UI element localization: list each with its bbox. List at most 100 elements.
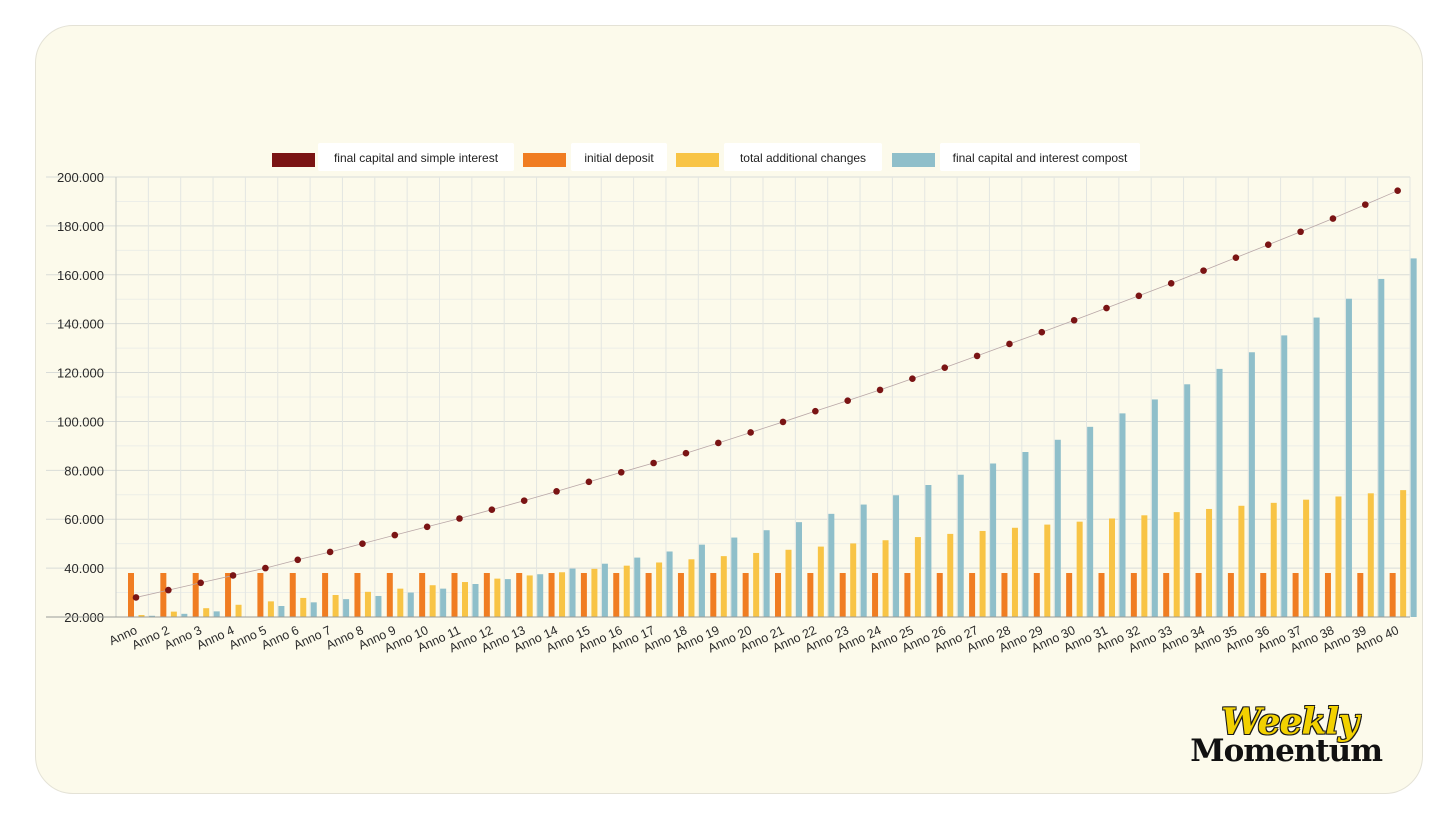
deposit-bar: [1163, 573, 1170, 617]
compound-bar: [763, 530, 770, 617]
compound-bar: [828, 513, 835, 617]
compound-bar: [537, 574, 544, 617]
gridlines: [46, 176, 1411, 618]
y-tick-label: 200.000: [57, 170, 104, 185]
y-tick-label: 40.000: [64, 561, 104, 576]
legend-label-box: [940, 143, 1140, 171]
simple-interest-point: [844, 397, 851, 404]
additional-bar: [462, 582, 468, 617]
brand-logo-line1: Weekly: [1221, 701, 1359, 743]
y-tick-label: 100.000: [57, 414, 104, 429]
additional-bar: [267, 601, 274, 617]
additional-bar: [1206, 508, 1213, 617]
additional-bar: [979, 530, 986, 617]
legend-label: final capital and simple interest: [334, 151, 499, 165]
deposit-bar: [775, 573, 781, 617]
additional-bar: [300, 597, 307, 617]
simple-interest-point: [812, 407, 819, 415]
additional-bar: [1109, 518, 1115, 617]
additional-bar: [947, 533, 954, 617]
simple-interest-trend: [132, 187, 1401, 601]
deposit-bar: [192, 573, 199, 617]
deposit-bar: [289, 573, 296, 617]
additional-bar: [1173, 512, 1180, 617]
deposit-bar: [128, 573, 134, 617]
compound-bar: [1184, 384, 1191, 617]
additional-bar: [623, 565, 630, 617]
deposit-bar: [386, 573, 393, 617]
compound-bar: [1054, 439, 1061, 617]
deposit-bar: [1130, 573, 1137, 617]
legend-swatch: [676, 153, 719, 167]
compound-bar: [1313, 317, 1320, 617]
additional-bar: [203, 608, 210, 617]
deposit-bar: [354, 573, 361, 617]
compound-bar: [796, 522, 802, 617]
compound-bar: [1022, 452, 1029, 617]
additional-bar: [526, 575, 533, 617]
simple-interest-point: [1103, 304, 1110, 312]
simple-interest-point: [909, 375, 916, 382]
compound-bar: [1119, 413, 1126, 617]
additional-bar: [1238, 505, 1245, 617]
compound-bar: [472, 584, 479, 617]
simple-interest-point: [747, 429, 754, 436]
legend-swatch: [523, 153, 566, 167]
deposit-bar: [710, 573, 717, 617]
simple-interest-point: [262, 564, 269, 572]
deposit-bar: [225, 573, 232, 617]
additional-bar: [1011, 527, 1018, 617]
simple-interest-point: [520, 497, 528, 504]
deposit-bar: [839, 573, 846, 617]
simple-interest-point: [132, 594, 140, 601]
compound-bar: [407, 592, 414, 617]
simple-interest-point: [359, 540, 366, 547]
additional-bar: [494, 578, 501, 617]
deposit-bar: [1033, 573, 1040, 617]
legend: final capital and simple interest initial…: [272, 143, 1140, 171]
additional-bar: [1400, 490, 1407, 617]
additional-bar: [364, 591, 371, 617]
compound-bar: [1248, 352, 1255, 617]
simple-interest-point: [197, 579, 204, 587]
compound-bar: [181, 613, 188, 617]
additional-bar: [235, 604, 242, 617]
deposit-bar: [160, 573, 167, 617]
additional-bar: [1367, 493, 1374, 617]
y-tick-label: 80.000: [64, 463, 104, 478]
legend-label: initial deposit: [584, 151, 654, 165]
compound-bar: [666, 551, 673, 617]
simple-interest-point: [1167, 280, 1175, 287]
y-tick-label: 160.000: [57, 268, 104, 283]
simple-interest-point: [423, 523, 431, 531]
compound-bar: [601, 563, 608, 617]
compound-bar: [634, 557, 641, 617]
simple-interest-point: [553, 488, 560, 495]
brand-logo-line2: Momentum: [1190, 733, 1383, 769]
legend-label-box: [318, 143, 514, 171]
compound-bar: [893, 495, 900, 617]
compound-bar: [343, 599, 350, 617]
additional-bar: [1044, 524, 1051, 617]
simple-interest-point: [165, 586, 172, 594]
compound-bar: [504, 579, 511, 617]
compound-bar: [310, 602, 317, 617]
compound-bar: [925, 485, 932, 617]
compound-bar: [1410, 258, 1417, 617]
simple-interest-point: [650, 459, 657, 467]
deposit-bar: [1357, 573, 1364, 617]
additional-bar: [656, 562, 663, 617]
deposit-bar: [969, 573, 976, 617]
simple-interest-point: [1200, 267, 1207, 274]
simple-interest-point: [1329, 215, 1337, 222]
compound-bar: [1378, 278, 1385, 617]
simple-interest-point: [1038, 328, 1046, 336]
deposit-bar: [1001, 573, 1008, 617]
additional-bar: [753, 552, 760, 617]
compound-bar: [731, 537, 738, 617]
simple-interest-point: [488, 506, 496, 513]
simple-interest-point: [326, 548, 334, 556]
deposit-bar: [613, 573, 620, 617]
additional-bar: [591, 568, 598, 617]
legend-swatch: [272, 153, 315, 167]
